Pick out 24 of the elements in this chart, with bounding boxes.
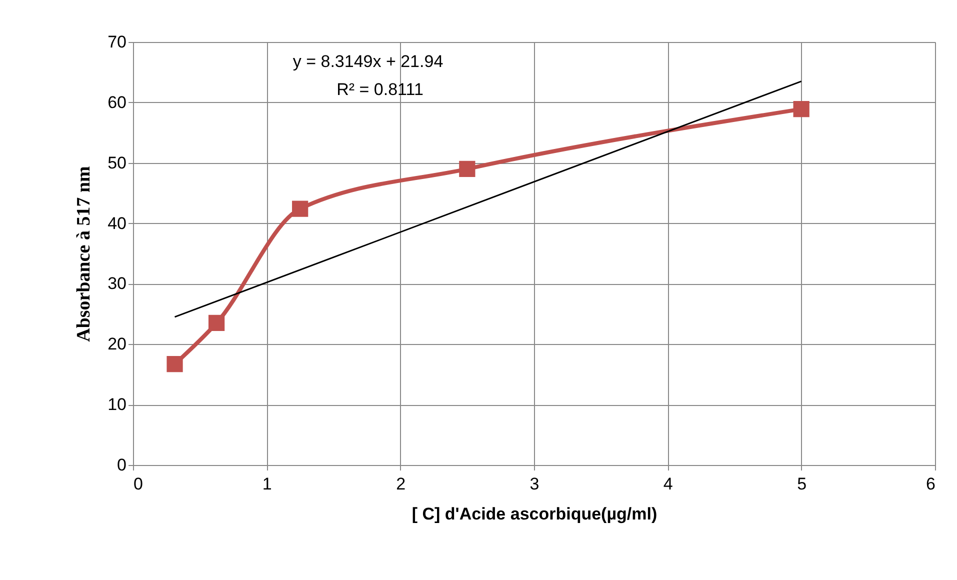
y-tick-label: 60 <box>108 92 126 112</box>
x-tick-label: 1 <box>262 474 272 494</box>
point <box>459 160 476 177</box>
point <box>793 101 810 118</box>
y-tick-label: 40 <box>108 214 126 233</box>
x-tick-label: 3 <box>530 474 540 494</box>
x-tick-label: 5 <box>797 474 807 494</box>
x-tick-label: 0 <box>134 474 143 494</box>
y-tick-label: 50 <box>108 153 126 172</box>
y-tick-label: 10 <box>108 395 126 414</box>
x-tick-label: 4 <box>663 474 673 494</box>
y-tick-label: 0 <box>117 456 126 474</box>
point <box>208 314 225 332</box>
y-tick-label: 30 <box>108 274 126 294</box>
x-tick-label: 6 <box>926 474 936 494</box>
x-tick-label: 2 <box>396 474 406 494</box>
point <box>292 200 308 217</box>
annotation: R² = 0.8111 <box>336 80 424 99</box>
y-tick-label: 70 <box>108 32 126 52</box>
y-tick-label: 20 <box>108 334 126 354</box>
x-axis-title: [ C] d'Acide ascorbique(µg/ml) <box>412 504 658 524</box>
point <box>166 356 183 372</box>
y-axis-title: Absorbance à 517 nm <box>74 166 95 342</box>
annotation: y = 8.3149x + 21.94 <box>292 52 444 71</box>
